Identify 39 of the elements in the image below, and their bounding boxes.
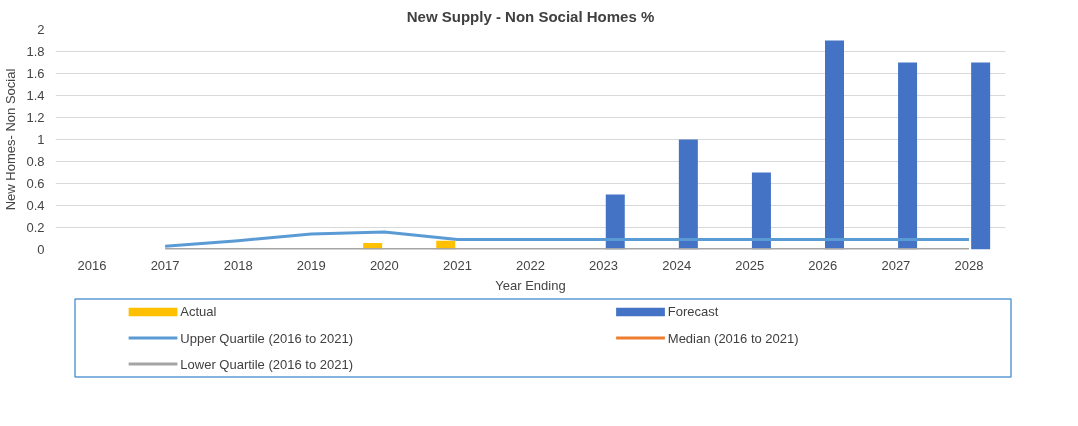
x-tick-label: 2024: [662, 257, 692, 273]
y-axis-title: New Homes- Non Social: [3, 68, 19, 211]
bar: [751, 172, 771, 250]
y-tick-label: 0: [37, 242, 45, 257]
legend-label: Lower Quartile (2016 to 2021): [180, 356, 354, 372]
x-tick-label: 2028: [954, 257, 984, 273]
x-tick-label: 2025: [735, 257, 765, 273]
bar: [605, 194, 625, 250]
x-tick-label: 2022: [516, 257, 545, 273]
bar: [678, 139, 698, 250]
legend-label: Upper Quartile (2016 to 2021): [180, 330, 354, 346]
x-tick-label: 2016: [77, 257, 107, 273]
y-tick-label: 1: [37, 132, 45, 147]
x-tick-label: 2017: [150, 257, 180, 273]
x-tick-label: 2027: [881, 257, 911, 273]
y-tick-label: 1.4: [26, 88, 45, 103]
y-tick-label: 0.6: [26, 176, 45, 191]
y-tick-label: 0.2: [26, 220, 45, 235]
x-tick-label: 2021: [442, 257, 472, 273]
y-tick-label: 2: [37, 22, 45, 37]
x-tick-label: 2018: [223, 257, 253, 273]
x-tick-label: 2020: [369, 257, 399, 273]
bar: [971, 62, 991, 250]
x-tick-label: 2023: [589, 257, 619, 273]
y-tick-label: 1.8: [26, 44, 45, 59]
legend-label: Median (2016 to 2021): [667, 330, 799, 346]
line-series: [163, 230, 971, 248]
y-tick-label: 0.8: [26, 154, 45, 169]
legend-label: Forecast: [667, 304, 719, 320]
x-axis-title: Year Ending: [495, 277, 566, 293]
bar: [825, 40, 844, 250]
y-tick-label: 1.6: [26, 66, 45, 81]
x-tick-label: 2019: [296, 257, 326, 273]
x-tick-label: 2026: [808, 257, 838, 273]
y-tick-label: 0.4: [26, 198, 45, 213]
legend-label: Actual: [180, 304, 217, 320]
bar: [898, 62, 918, 250]
y-tick-label: 1.2: [26, 110, 45, 125]
chart-title: New Supply - Non Social Homes %: [406, 7, 655, 25]
